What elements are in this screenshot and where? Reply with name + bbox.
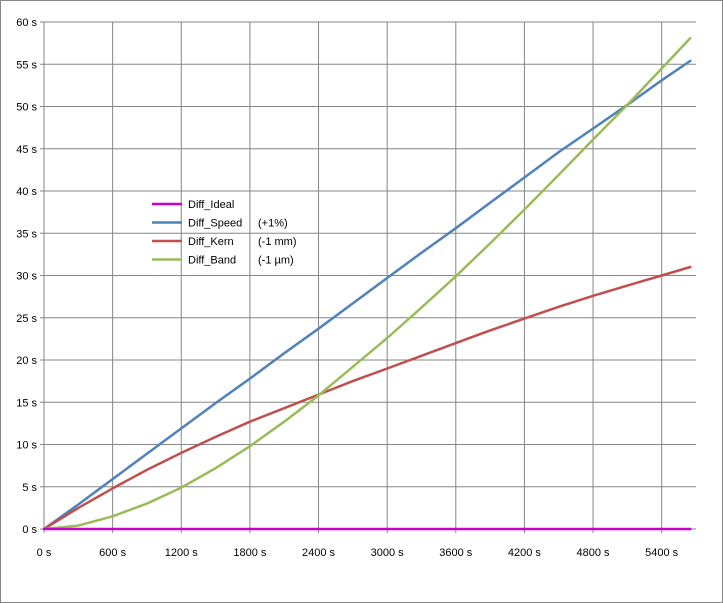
x-tick-label: 600 s [99,547,126,559]
x-tick-label: 4800 s [577,547,611,559]
y-tick-label: 45 s [16,144,37,156]
x-tick-label: 2400 s [302,547,336,559]
y-tick-label: 15 s [16,397,37,409]
series-line-diff-speed [42,59,692,531]
y-tick-label: 0 s [22,524,37,536]
legend-label-diff-kern: Diff_Kern [188,236,234,248]
y-tick-label: 20 s [16,355,37,367]
y-tick-label: 30 s [16,271,37,283]
y-tick-label: 35 s [16,228,37,240]
x-tick-label: 4200 s [508,547,542,559]
gridlines [44,21,696,529]
x-tick-label: 3600 s [439,547,473,559]
x-tick-label: 0 s [37,547,52,559]
y-tick-label: 50 s [16,102,37,114]
legend-label-diff-speed: Diff_Speed [188,218,242,230]
y-tick-label: 25 s [16,313,37,325]
legend-note-diff-speed: (+1%) [258,218,288,230]
x-tick-label: 1200 s [165,547,199,559]
y-tick-label: 5 s [22,482,37,494]
x-tick-label: 3000 s [371,547,405,559]
legend-note-diff-band: (-1 µm) [258,255,294,267]
y-tick-label: 40 s [16,186,37,198]
series-line-diff-kern [42,265,692,531]
y-tick-label: 60 s [16,17,37,29]
series-line-diff-band [42,36,692,531]
legend-note-diff-kern: (-1 mm) [258,236,297,248]
legend-label-diff-ideal: Diff_Ideal [188,199,234,211]
y-tick-label: 10 s [16,440,37,452]
tick-labels: 0 s 5 s 10 s 15 s 20 s 25 s 30 s 35 s 40 s 45 s 50… [16,17,678,559]
y-tick-label: 55 s [16,59,37,71]
x-tick-label: 5400 s [645,547,679,559]
x-tick-label: 1800 s [233,547,267,559]
legend: Diff_Ideal Diff_Speed (+1%) Diff_Kern (-1 mm… [152,199,297,267]
legend-label-diff-band: Diff_Band [188,255,236,267]
axes [40,21,696,533]
series-lines [42,36,692,531]
